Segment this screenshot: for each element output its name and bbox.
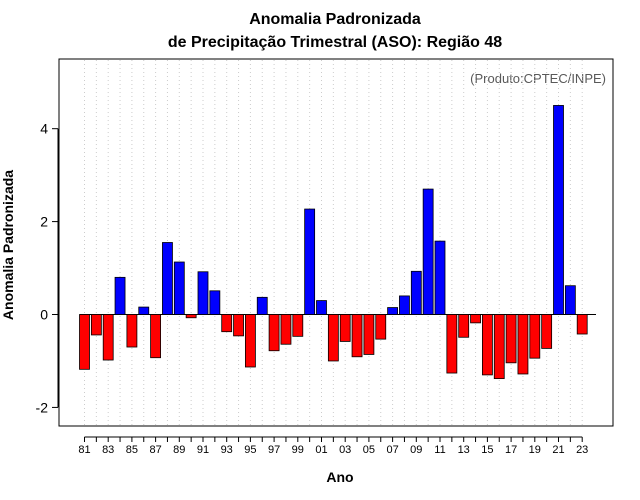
bar-2000 — [304, 208, 316, 315]
x-tick-label: 93 — [221, 444, 233, 456]
x-tick-label: 11 — [434, 444, 445, 456]
bar-2008 — [399, 295, 410, 315]
x-tick-label: 13 — [458, 444, 470, 456]
bar-2014 — [470, 314, 481, 324]
axes: -2 0 2 4 81 83 85 87 89 91 93 95 97 99 01 03 05 07 09 11 13 1… — [36, 121, 589, 456]
bar-2002 — [327, 314, 339, 362]
y-axis-title: Anomalia Padronizada — [0, 170, 16, 320]
bar-2006 — [375, 314, 387, 340]
x-tick-label: 97 — [268, 444, 280, 456]
bar-1981 — [79, 314, 90, 370]
bar-2012 — [446, 314, 458, 374]
bar-2013 — [458, 314, 470, 338]
x-tick-label: 99 — [292, 444, 304, 456]
bar-1988 — [162, 242, 173, 315]
y-tick-label: 0 — [40, 307, 48, 323]
x-tick-label: 07 — [386, 444, 398, 456]
plot-frame — [58, 58, 614, 427]
x-tick-label: 15 — [481, 444, 493, 456]
y-tick-label: -2 — [36, 399, 49, 415]
bar-1990 — [185, 314, 197, 319]
y-tick-label: 2 — [40, 214, 48, 230]
x-tick-label: 89 — [173, 444, 185, 456]
bar-1998 — [280, 314, 292, 345]
x-tick-label: 01 — [315, 444, 327, 456]
bar-1997 — [268, 314, 280, 352]
x-tick-label: 95 — [244, 444, 256, 456]
bar-1999 — [292, 314, 304, 337]
bar-2011 — [434, 240, 446, 315]
bar-1992 — [209, 290, 221, 315]
x-tick-label: 91 — [197, 444, 209, 456]
x-tick-label: 23 — [576, 444, 588, 456]
x-tick-label: 83 — [102, 444, 114, 456]
bar-2005 — [363, 314, 375, 355]
bar-2010 — [422, 188, 434, 315]
chart-subtitle: de Precipitação Trimestral (ASO): Região… — [168, 34, 502, 51]
bar-1983 — [102, 314, 114, 361]
chart-title: Anomalia Padronizada — [249, 11, 421, 28]
bar-1985 — [126, 314, 138, 348]
bar-2021 — [553, 105, 564, 315]
bar-2016 — [493, 314, 505, 380]
bar-1991 — [197, 271, 209, 315]
bar-2009 — [410, 270, 422, 315]
x-tick-label: 19 — [529, 444, 541, 456]
x-tick-label: 85 — [126, 444, 138, 456]
bar-2017 — [505, 314, 517, 364]
y-tick-label: 4 — [40, 121, 48, 137]
x-tick-label: 05 — [363, 444, 375, 456]
x-tick-label: 09 — [410, 444, 422, 456]
bar-2007 — [387, 307, 399, 315]
x-tick-label: 03 — [339, 444, 351, 456]
bars — [79, 105, 588, 380]
credit-annotation: (Produto:CPTEC/INPE) — [470, 71, 606, 86]
bar-2003 — [339, 314, 351, 342]
bar-2001 — [316, 300, 327, 315]
bar-1989 — [173, 261, 185, 315]
bar-1994 — [233, 314, 244, 337]
grid-lines — [84, 60, 583, 425]
bar-1982 — [90, 314, 102, 336]
bar-2020 — [541, 314, 553, 349]
x-tick-label: 17 — [505, 444, 517, 456]
bar-2023 — [576, 314, 588, 335]
bar-1984 — [114, 276, 126, 315]
x-tick-label: 21 — [552, 444, 564, 456]
bar-2022 — [564, 285, 576, 315]
bar-1987 — [150, 314, 162, 359]
bar-1995 — [244, 314, 256, 368]
bar-2019 — [529, 314, 541, 359]
x-axis-title: Ano — [326, 469, 353, 485]
bar-1986 — [138, 306, 150, 315]
bar-1996 — [256, 296, 268, 315]
bar-2018 — [517, 314, 529, 375]
x-tick-label: 87 — [149, 444, 161, 456]
bar-2015 — [481, 314, 493, 376]
x-tick-label: 81 — [78, 444, 90, 456]
bar-2004 — [351, 314, 363, 358]
bar-1993 — [221, 314, 233, 333]
